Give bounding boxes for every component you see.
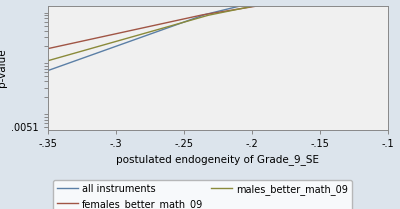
Line: males_better_math_09: males_better_math_09 xyxy=(48,0,388,61)
Line: all instruments: all instruments xyxy=(48,0,388,70)
all instruments xyxy=(183,20,188,23)
Legend: all instruments, females_better_math_09, males_better_math_09: all instruments, females_better_math_09,… xyxy=(53,180,352,209)
females_better_math_09 xyxy=(279,1,284,3)
Line: females_better_math_09: females_better_math_09 xyxy=(48,0,388,49)
males_better_math_09 xyxy=(195,17,200,19)
males_better_math_09 xyxy=(80,50,85,52)
females_better_math_09 xyxy=(80,40,85,42)
females_better_math_09 xyxy=(183,17,188,20)
all instruments xyxy=(46,69,50,72)
all instruments xyxy=(195,16,200,18)
males_better_math_09 xyxy=(183,20,188,23)
males_better_math_09 xyxy=(279,0,284,2)
females_better_math_09 xyxy=(195,15,200,17)
all instruments xyxy=(80,57,85,59)
males_better_math_09 xyxy=(46,59,50,62)
Y-axis label: p-value: p-value xyxy=(0,49,7,87)
females_better_math_09 xyxy=(46,47,50,50)
X-axis label: postulated endogeneity of Grade_9_SE: postulated endogeneity of Grade_9_SE xyxy=(116,154,320,165)
